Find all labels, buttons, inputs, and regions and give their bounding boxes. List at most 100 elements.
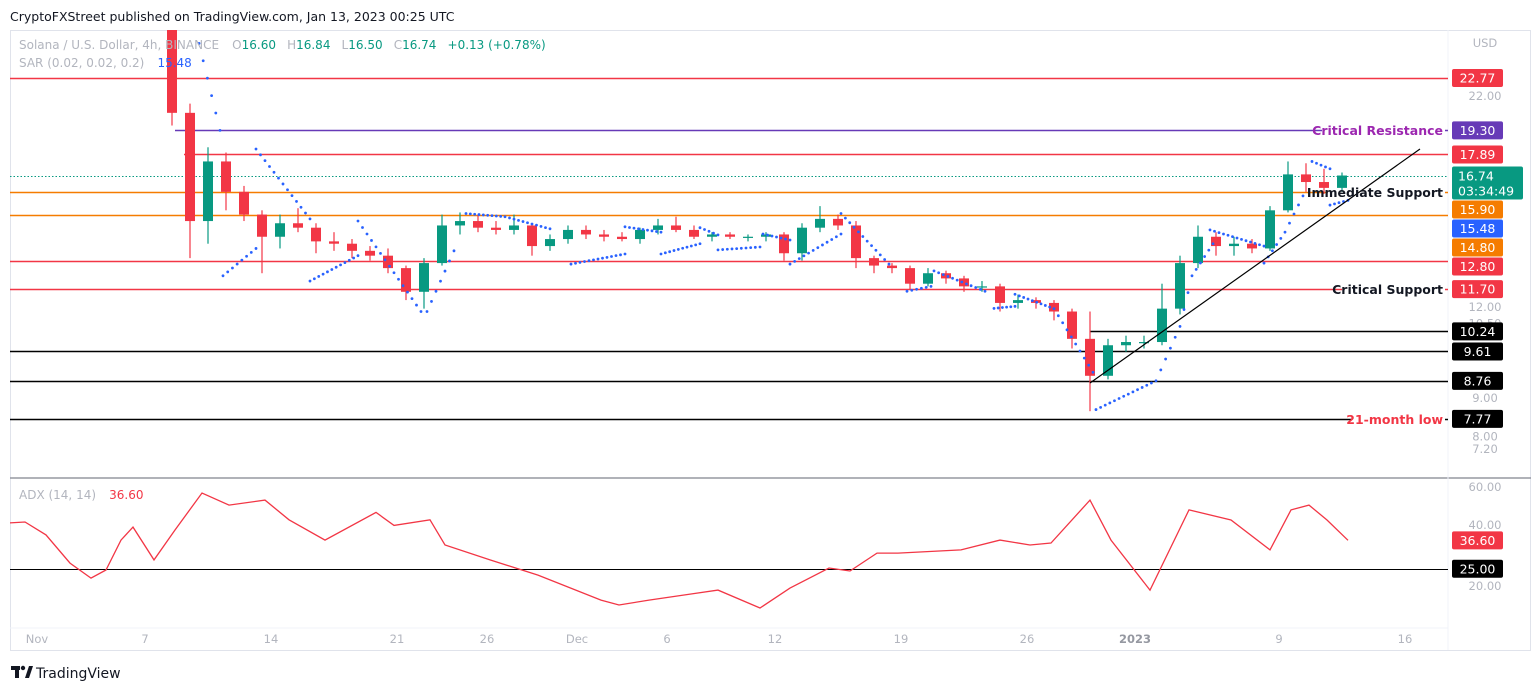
sar-dot xyxy=(721,248,725,251)
published-caption: CryptoFXStreet published on TradingView.… xyxy=(10,9,455,24)
sar-dot xyxy=(1315,161,1318,165)
sar-dot xyxy=(339,263,342,267)
sar-dot xyxy=(839,232,843,236)
candle-body xyxy=(185,112,195,222)
sar-dot xyxy=(464,212,468,215)
sar-dot xyxy=(1131,390,1135,394)
price-tag-text: 19.30 xyxy=(1460,123,1496,138)
price-tick-label: 8.00 xyxy=(1472,430,1498,444)
sar-dot xyxy=(978,288,982,291)
sar-dot xyxy=(1169,346,1172,350)
candle xyxy=(1301,163,1311,192)
sar-series xyxy=(197,41,1350,411)
candle-body xyxy=(1337,175,1347,188)
sar-dot xyxy=(347,258,351,262)
sar-dot xyxy=(434,289,438,293)
price-tag-text: 22.77 xyxy=(1460,71,1496,86)
sar-dot xyxy=(1005,305,1008,309)
sar-dot xyxy=(1026,297,1030,301)
sar-dot xyxy=(231,266,234,270)
sar-dot xyxy=(1043,304,1047,307)
time-tick-label: Nov xyxy=(26,632,49,646)
candle xyxy=(1229,236,1239,256)
candle xyxy=(365,246,375,261)
candle-body xyxy=(635,229,645,240)
trendline-layer xyxy=(1089,148,1421,384)
sar-dot xyxy=(365,232,369,236)
sar-dot xyxy=(716,248,720,252)
adx-tick-label: 40.00 xyxy=(1469,518,1502,532)
close-value: 16.74 xyxy=(402,38,436,52)
time-axis[interactable]: Nov 7 14 21 26 Dec 6 12 19 26 2023 9 16 xyxy=(26,632,1413,646)
sar-dot xyxy=(974,286,978,289)
symbol-name: Solana / U.S. Dollar, 4h, BINANCE xyxy=(19,38,219,52)
sar-dot xyxy=(1159,368,1163,372)
adx-legend[interactable]: ADX (14, 14) 36.60 xyxy=(19,484,143,503)
sar-dot xyxy=(960,280,964,284)
tradingview-logo[interactable]: TradingView xyxy=(11,665,121,682)
candle-body xyxy=(527,225,537,247)
sar-dot xyxy=(1035,300,1039,304)
sar-dot xyxy=(312,277,316,281)
ascending-trendline[interactable] xyxy=(1089,148,1421,384)
sar-dot xyxy=(1207,248,1211,252)
candle-body xyxy=(401,268,411,292)
sar-dot xyxy=(1324,165,1327,169)
sar-dot xyxy=(539,224,543,228)
sar-dot xyxy=(1078,349,1082,353)
time-tick-label: 26 xyxy=(480,632,495,646)
candle-body xyxy=(311,227,321,242)
sar-dot xyxy=(1194,267,1198,271)
sar-legend[interactable]: SAR (0.02, 0.02, 0.2) 15.48 xyxy=(19,52,192,71)
candle-body xyxy=(1085,338,1095,376)
sar-dot xyxy=(1030,299,1034,303)
sar-dot xyxy=(494,214,498,218)
sar-dot xyxy=(883,258,887,261)
sar-dot xyxy=(299,205,303,209)
candle xyxy=(1103,338,1113,380)
sar-dot xyxy=(1094,408,1098,411)
symbol-legend[interactable]: Solana / U.S. Dollar, 4h, BINANCE O16.60… xyxy=(19,34,546,53)
candle-body xyxy=(275,223,285,237)
sar-dot xyxy=(1244,239,1248,243)
candle-countdown: 03:34:49 xyxy=(1458,184,1514,199)
candle xyxy=(383,248,393,274)
candle-body xyxy=(383,255,393,269)
candle-body xyxy=(1067,311,1077,339)
sar-dot xyxy=(1310,160,1314,163)
candle-body xyxy=(545,239,555,247)
tradingview-logo-text: TradingView xyxy=(35,666,121,682)
sar-dot xyxy=(865,239,869,243)
time-tick-label: 6 xyxy=(663,632,670,646)
candle-body xyxy=(1157,308,1167,343)
sar-dot xyxy=(1297,203,1300,207)
sar-dot xyxy=(596,257,600,261)
sar-dot xyxy=(388,264,391,268)
sar-price-tag-text: 15.48 xyxy=(1460,221,1496,236)
sar-dot xyxy=(749,246,753,250)
sar-dot xyxy=(249,250,253,254)
candle xyxy=(1013,294,1023,309)
low-value: 16.50 xyxy=(348,38,382,52)
price-tag: 11.70 xyxy=(1452,280,1503,299)
sar-dot xyxy=(206,76,209,80)
open-value: 16.60 xyxy=(242,38,276,52)
sar-dot xyxy=(739,246,743,250)
sar-dot xyxy=(415,303,418,307)
sar-dot xyxy=(632,226,636,230)
candle xyxy=(545,234,555,251)
sar-dot xyxy=(1240,237,1243,241)
sar-dot xyxy=(326,270,329,274)
sar-dot xyxy=(703,228,706,231)
candle-body xyxy=(221,161,231,192)
candle-body xyxy=(1283,174,1293,211)
candle-body xyxy=(1319,182,1329,188)
candle xyxy=(689,225,699,240)
candle xyxy=(527,223,537,256)
sar-dot xyxy=(1249,240,1252,244)
sar-dot xyxy=(1122,394,1126,398)
sar-dot xyxy=(1258,243,1261,247)
sar-dot xyxy=(1164,357,1167,361)
